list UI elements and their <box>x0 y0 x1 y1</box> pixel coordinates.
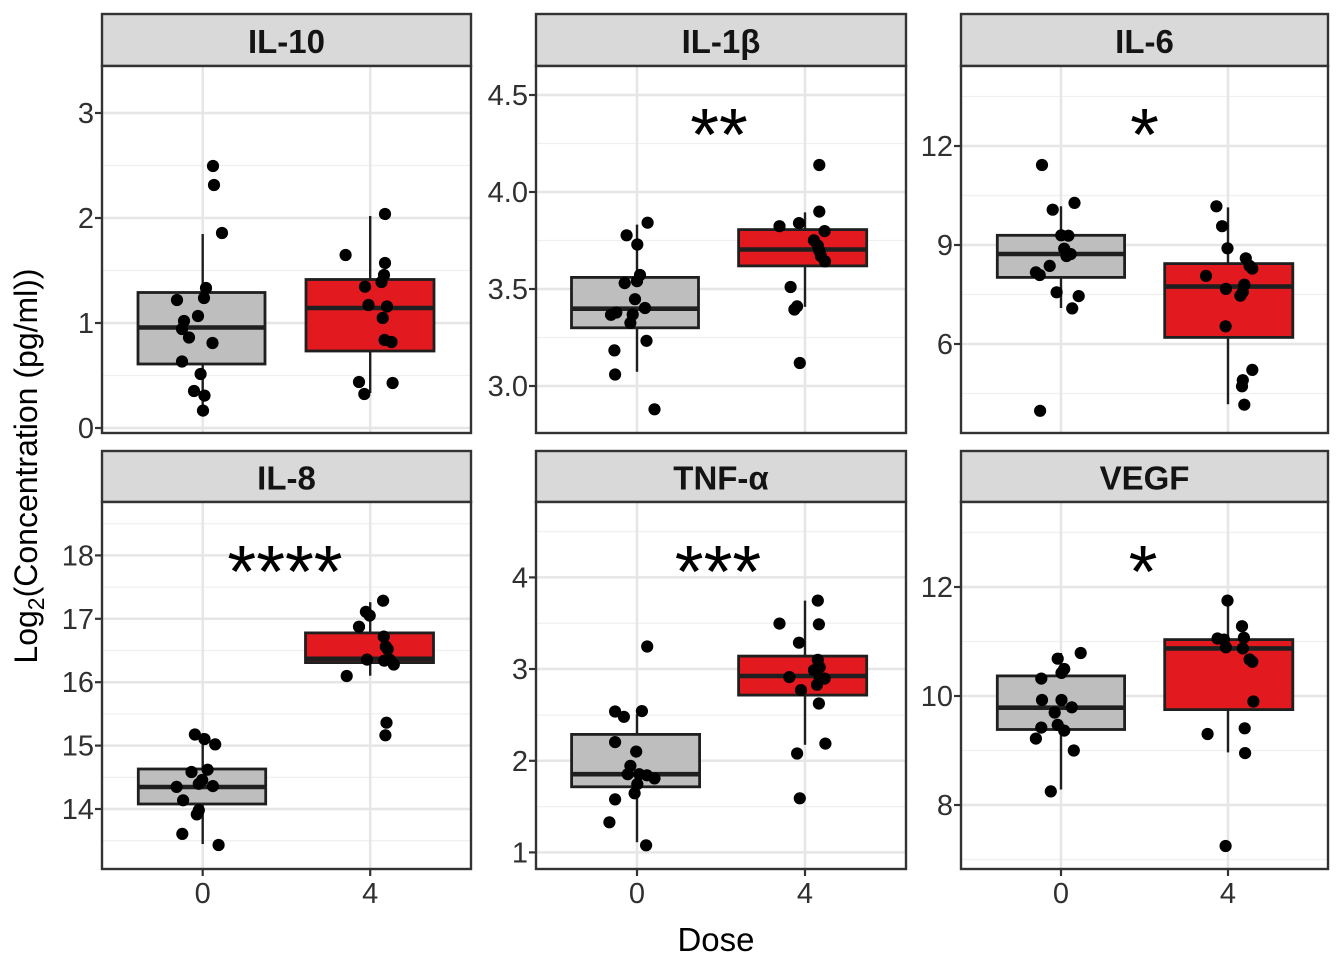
svg-text:TNF-α: TNF-α <box>673 460 768 497</box>
svg-text:0: 0 <box>195 878 211 910</box>
svg-text:2: 2 <box>78 203 94 235</box>
svg-text:Dose: Dose <box>677 921 754 958</box>
svg-text:8: 8 <box>937 790 953 822</box>
svg-text:IL-6: IL-6 <box>1115 23 1174 60</box>
svg-text:3.0: 3.0 <box>488 371 528 403</box>
svg-text:4: 4 <box>512 562 528 594</box>
svg-text:10: 10 <box>921 681 953 713</box>
svg-text:Log2(Concentration (pg/ml)): Log2(Concentration (pg/ml)) <box>8 268 49 663</box>
svg-text:1: 1 <box>78 308 94 340</box>
svg-text:4: 4 <box>362 878 378 910</box>
svg-text:6: 6 <box>937 329 953 361</box>
svg-text:4: 4 <box>1220 878 1236 910</box>
svg-text:IL-1β: IL-1β <box>682 23 761 60</box>
svg-text:17: 17 <box>62 604 94 636</box>
svg-text:12: 12 <box>921 131 953 163</box>
svg-text:18: 18 <box>62 540 94 572</box>
svg-text:4.0: 4.0 <box>488 177 528 209</box>
svg-text:3: 3 <box>512 654 528 686</box>
svg-text:**: ** <box>690 93 748 176</box>
svg-text:VEGF: VEGF <box>1100 460 1190 497</box>
svg-text:14: 14 <box>62 794 94 826</box>
svg-text:IL-8: IL-8 <box>257 460 316 497</box>
svg-text:***: *** <box>675 530 761 613</box>
svg-text:0: 0 <box>629 878 645 910</box>
svg-text:*: * <box>1129 530 1158 613</box>
svg-text:15: 15 <box>62 731 94 763</box>
svg-text:4.5: 4.5 <box>488 80 528 112</box>
svg-text:16: 16 <box>62 667 94 699</box>
svg-text:0: 0 <box>1053 878 1069 910</box>
svg-text:4: 4 <box>797 878 813 910</box>
svg-text:1: 1 <box>512 837 528 869</box>
svg-text:3: 3 <box>78 98 94 130</box>
svg-text:2: 2 <box>512 746 528 778</box>
svg-text:0: 0 <box>78 413 94 445</box>
svg-text:3.5: 3.5 <box>488 274 528 306</box>
svg-text:9: 9 <box>937 230 953 262</box>
svg-text:*: * <box>1130 93 1159 176</box>
svg-text:IL-10: IL-10 <box>248 23 325 60</box>
svg-text:12: 12 <box>921 572 953 604</box>
svg-text:****: **** <box>227 530 342 613</box>
